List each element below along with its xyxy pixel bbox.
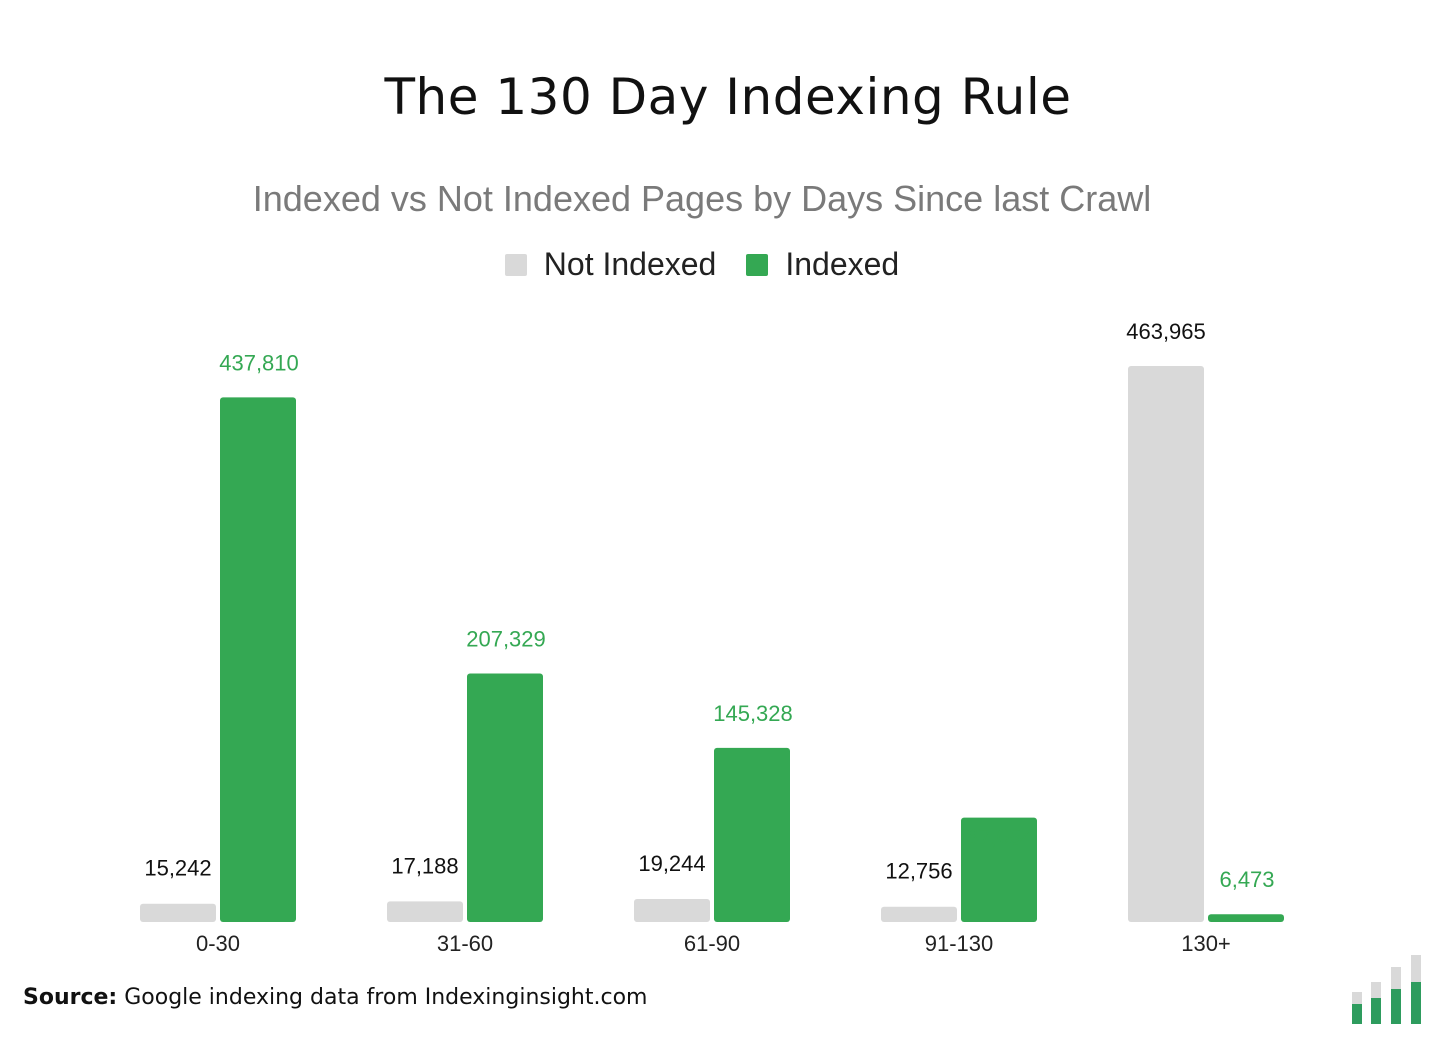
source-text: Google indexing data from Indexinginsigh…	[124, 985, 648, 1010]
x-tick-label-91-130: 91-130	[925, 931, 994, 956]
bar-indexed-61-90	[714, 747, 790, 922]
bar-indexed-91-130	[961, 817, 1037, 922]
data-label-indexed-31-60: 207,329	[466, 627, 546, 652]
x-tick-label-31-60: 31-60	[437, 931, 493, 956]
bar-not-indexed-61-90	[634, 898, 710, 922]
x-tick-label-61-90: 61-90	[684, 931, 740, 956]
legend-swatch-indexed	[746, 253, 769, 276]
chart-title: The 130 Day Indexing Rule	[384, 68, 1072, 126]
bar-not-indexed-91-130	[881, 906, 957, 922]
bar-not-indexed-31-60	[387, 901, 463, 922]
data-label-indexed-91-130: 87,054	[966, 825, 1033, 850]
chart-legend: Not Indexed Indexed	[0, 246, 1404, 283]
bar-not-indexed-0-30	[140, 903, 216, 922]
bar-indexed-130+	[1208, 914, 1284, 922]
legend-item-indexed: Indexed	[746, 246, 899, 283]
bar-chart-logo-icon	[1352, 955, 1421, 1024]
bar-indexed-31-60	[467, 673, 543, 922]
data-label-indexed-61-90: 145,328	[713, 701, 793, 726]
chart-subtitle: Indexed vs Not Indexed Pages by Days Sin…	[252, 178, 1152, 219]
data-label-not-indexed-31-60: 17,188	[391, 853, 458, 878]
source-label: Source:	[23, 985, 118, 1010]
bar-not-indexed-130+	[1128, 366, 1204, 922]
legend-swatch-not-indexed	[504, 253, 527, 276]
data-label-not-indexed-61-90: 19,244	[638, 851, 705, 876]
x-tick-label-0-30: 0-30	[196, 931, 240, 956]
legend-label-not-indexed: Not Indexed	[543, 246, 717, 282]
data-label-not-indexed-0-30: 15,242	[144, 856, 211, 881]
data-label-not-indexed-130+: 463,965	[1126, 319, 1206, 344]
legend-item-not-indexed: Not Indexed	[504, 246, 717, 283]
source-note: Source: Google indexing data from Indexi…	[23, 985, 647, 1010]
x-tick-label-130+: 130+	[1181, 931, 1231, 956]
data-label-indexed-130+: 6,473	[1219, 867, 1274, 892]
data-label-not-indexed-91-130: 12,756	[885, 859, 952, 884]
legend-label-indexed: Indexed	[785, 246, 900, 282]
data-label-indexed-0-30: 437,810	[219, 350, 299, 375]
bar-indexed-0-30	[220, 397, 296, 922]
